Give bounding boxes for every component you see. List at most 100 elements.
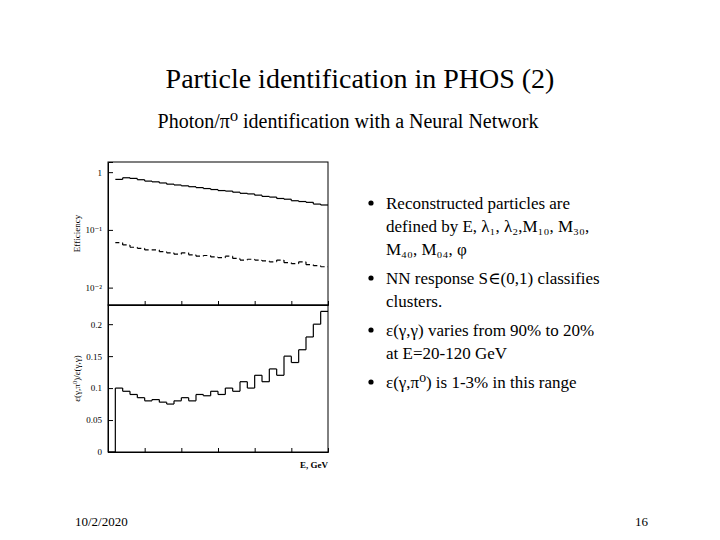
histogram-step (211, 256, 218, 257)
plot-data (108, 311, 328, 452)
y-tick-label: 0 (98, 447, 103, 457)
histogram-riser (137, 247, 138, 248)
histogram-riser (269, 196, 270, 198)
histogram-riser (115, 388, 116, 452)
x-tick-mark (108, 301, 109, 305)
histogram-riser (247, 193, 248, 195)
histogram-step (218, 257, 225, 258)
histogram-riser (291, 199, 292, 201)
histogram-riser (122, 178, 123, 180)
x-axis-title: E, GeV (300, 460, 328, 470)
histogram-riser (261, 195, 262, 196)
bullet-text: defined by E, λ₁, λ₂,M₁₀, M₃₀, (386, 217, 589, 236)
plot-frame (108, 305, 328, 452)
histogram-step (284, 356, 291, 357)
x-tick (181, 301, 182, 305)
histogram-riser (166, 252, 167, 253)
histogram-riser (217, 256, 218, 258)
y-tick: 0.2 (91, 320, 113, 330)
y-tick-mark (108, 388, 113, 389)
bullet-text: at E=20-120 GeV (386, 344, 508, 363)
x-tick-mark (145, 448, 146, 452)
histogram-step (115, 387, 122, 388)
histogram-riser (239, 192, 240, 193)
y-tick: 1 (98, 168, 114, 178)
histogram-step (167, 184, 174, 185)
x-tick (328, 301, 329, 305)
histogram-riser (298, 262, 299, 264)
histogram-riser (254, 259, 255, 261)
histogram-step (167, 403, 174, 404)
histogram-step (291, 200, 298, 201)
slide-subtitle: Photon/π⁰ identification with a Neural N… (158, 110, 539, 132)
histogram-step (321, 204, 328, 205)
x-tick-mark (255, 301, 256, 305)
y-tick: 0.05 (86, 415, 113, 425)
histogram-step (313, 324, 320, 325)
histogram-riser (261, 375, 262, 381)
plot-data (115, 178, 328, 267)
histogram-step (313, 265, 320, 266)
histogram-step (269, 368, 276, 369)
histogram-step (306, 202, 313, 203)
bullet-dot (368, 379, 373, 384)
histogram-step (277, 198, 284, 199)
bullet-dot (368, 200, 373, 205)
x-tick (218, 301, 219, 305)
histogram-step (174, 400, 181, 401)
histogram-step (189, 400, 196, 401)
histogram-step (145, 249, 152, 250)
histogram-riser (144, 248, 145, 250)
x-tick-mark (328, 448, 329, 452)
histogram-riser (313, 324, 314, 337)
y-tick-mark (108, 420, 113, 421)
histogram-step (233, 192, 240, 193)
y-tick-mark (108, 324, 113, 325)
histogram-step (123, 244, 130, 245)
x-tick-mark (255, 448, 256, 452)
y-tick-label: 0.2 (91, 320, 102, 330)
x-tick (145, 301, 146, 305)
histogram-riser (247, 382, 248, 388)
x-axis-line (109, 448, 329, 453)
histogram-riser (225, 190, 226, 192)
x-tick (218, 448, 219, 452)
histogram-riser (166, 183, 167, 184)
histogram-step (313, 203, 320, 204)
y-tick-label: 0.05 (86, 415, 102, 425)
histogram-riser (298, 200, 299, 202)
histogram-step (218, 394, 225, 395)
histogram-step (167, 252, 174, 253)
histogram-step (181, 397, 188, 398)
x-tick-mark (291, 301, 292, 305)
histogram-riser (195, 255, 196, 256)
histogram-riser (159, 250, 160, 252)
bullet-text: clusters. (386, 292, 442, 311)
histogram-step (203, 188, 210, 189)
histogram-riser (137, 394, 138, 397)
histogram-step (269, 196, 276, 197)
histogram-step (262, 381, 269, 382)
y-tick-label: 10⁻¹ (86, 225, 103, 235)
histogram-riser (188, 185, 189, 187)
histogram-step (130, 394, 137, 395)
bullet-text: ε(γ,γ) varies from 90% to 20% (386, 321, 594, 340)
histogram-riser (195, 394, 196, 400)
bullet-dot (368, 327, 373, 332)
histogram-riser (247, 259, 248, 261)
slide: Particle identification in PHOS (2)Photo… (0, 0, 720, 540)
histogram-riser (232, 388, 233, 391)
histogram-step (137, 397, 144, 398)
histogram-riser (203, 394, 204, 395)
histogram-step (123, 177, 130, 178)
histogram-step (262, 260, 269, 261)
histogram-riser (291, 262, 292, 264)
histogram-step (137, 248, 144, 249)
slide-page-number: 16 (635, 514, 649, 529)
histogram-riser (210, 256, 211, 257)
histogram-riser (305, 201, 306, 203)
bullet-text: Reconstructed particles are (386, 194, 570, 213)
histogram-riser (173, 253, 174, 254)
histogram-riser (144, 180, 145, 181)
histogram-riser (291, 356, 292, 362)
